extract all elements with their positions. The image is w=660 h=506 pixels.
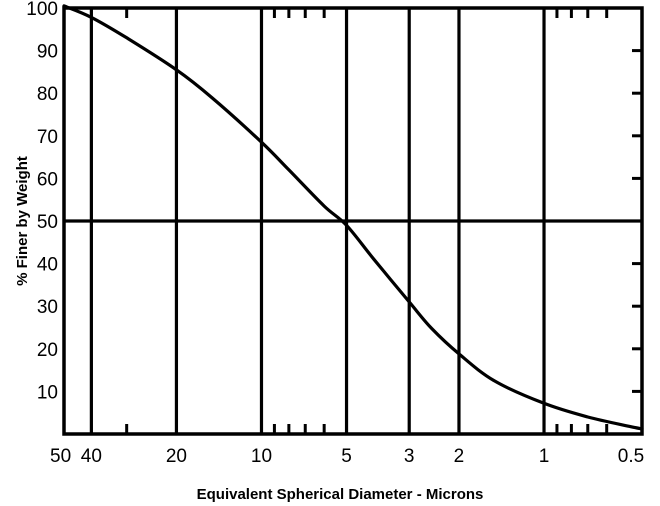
- y-tick-label: 10: [37, 382, 58, 403]
- cumulative-distribution-curve: [62, 4, 644, 431]
- plot-frame: [62, 6, 644, 436]
- x-tick-label: 20: [166, 446, 187, 467]
- x-tick-label: 40: [81, 446, 102, 467]
- x-tick-label: 50: [50, 446, 71, 467]
- y-tick-label: 50: [37, 212, 58, 233]
- y-tick-label: 80: [37, 84, 58, 105]
- y-tick-label: 40: [37, 255, 58, 276]
- x-tick-label: 10: [251, 446, 272, 467]
- y-tick-label: 30: [37, 297, 58, 318]
- y-tick-label: 60: [37, 169, 58, 190]
- y-tick-label: 70: [37, 127, 58, 148]
- x-tick-label: 5: [341, 446, 352, 467]
- x-tick-label: 3: [404, 446, 415, 467]
- tick-labels: 10 20 30 40 50 60 70 80 90 100 50 40 20 10 5 3 2 1 0.5: [26, 0, 644, 467]
- x-axis-label: Equivalent Spherical Diameter - Microns: [197, 486, 484, 503]
- x-tick-label: 0.5: [618, 446, 644, 467]
- x-tick-label: 2: [454, 446, 465, 467]
- x-tick-label: 1: [539, 446, 550, 467]
- y-tick-label: 100: [26, 0, 58, 20]
- y-axis-label: % Finer by Weight: [14, 156, 31, 286]
- y-tick-label: 90: [37, 42, 58, 63]
- y-tick-label: 20: [37, 340, 58, 361]
- grid-lines: [64, 8, 642, 434]
